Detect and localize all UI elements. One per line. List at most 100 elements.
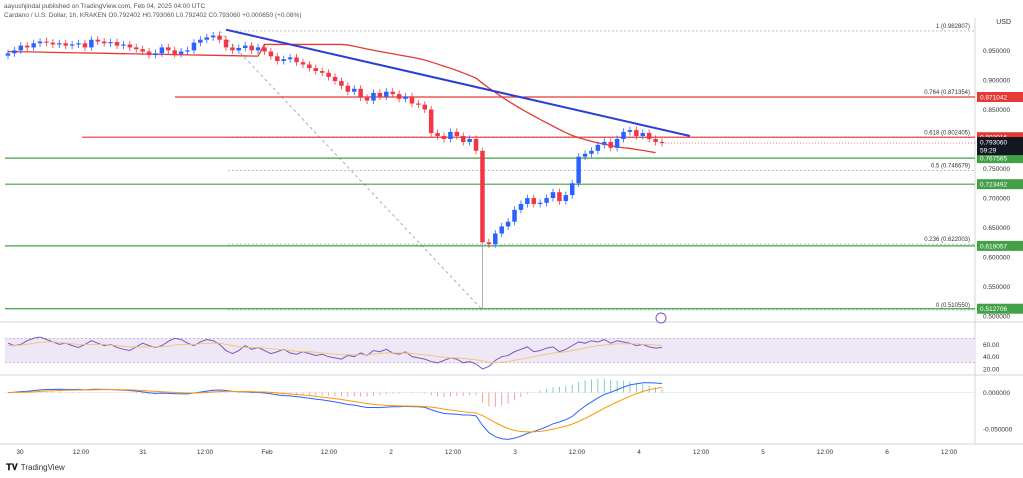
candle-body <box>544 198 549 203</box>
x-tick-label: 12:00 <box>941 449 958 456</box>
candle-body <box>416 103 421 105</box>
candle-body <box>499 226 504 234</box>
candle-body <box>480 150 485 243</box>
candle-body <box>537 202 543 204</box>
y-tick-label: 0.950000 <box>983 48 1010 55</box>
candle-body <box>358 88 363 98</box>
candle-body <box>95 39 101 42</box>
candle-body <box>69 44 75 46</box>
macd-tick-label: 0.000000 <box>983 390 1010 397</box>
rsi-band <box>5 338 975 363</box>
candle-body <box>185 50 190 52</box>
candle-body <box>467 138 472 142</box>
candle-body <box>448 131 453 139</box>
candle-body <box>505 221 511 227</box>
candle-body <box>608 141 613 148</box>
candle-body <box>89 39 94 48</box>
rsi-signal-line <box>8 341 663 364</box>
candle-body <box>300 62 306 65</box>
candle-body <box>313 68 319 72</box>
currency-label[interactable]: USD <box>996 19 1011 26</box>
candle-body <box>76 43 81 45</box>
x-tick-label: 6 <box>885 449 889 456</box>
x-tick-label: 12:00 <box>321 449 338 456</box>
candle-body <box>108 42 113 44</box>
tradingview-logo[interactable]: 𝐓𝐕 TradingView <box>6 462 65 473</box>
x-tick-label: 12:00 <box>817 449 834 456</box>
candle-body <box>550 192 556 199</box>
x-tick-label: 30 <box>16 449 24 456</box>
candle-body <box>12 50 17 54</box>
candle-body <box>659 141 665 144</box>
candle-body <box>57 43 62 45</box>
tv-mark-icon: 𝐓𝐕 <box>6 462 18 472</box>
y-tick-label: 0.650000 <box>983 225 1010 232</box>
candle-body <box>24 45 30 48</box>
candle-body <box>602 141 607 145</box>
candle-body <box>390 91 395 95</box>
candle-body <box>512 209 517 222</box>
candle-body <box>114 42 120 46</box>
publisher-line: aayushjindal published on TradingView.co… <box>4 3 206 10</box>
candle-body <box>332 76 338 82</box>
candle-body <box>384 91 389 97</box>
candle-body <box>153 53 158 56</box>
current-price-tag <box>977 137 1023 156</box>
candle-body <box>210 35 216 38</box>
candle-body <box>146 51 152 56</box>
rsi-tick-label: 60.00 <box>983 342 1000 349</box>
candle-body <box>396 94 402 99</box>
candle-body <box>204 37 210 40</box>
fib-level-label: 0.5 (0.746679) <box>931 163 970 169</box>
candle-body <box>63 43 68 46</box>
candle-body <box>339 81 344 86</box>
y-tick-label: 0.700000 <box>983 196 1010 203</box>
fib-level-label: 1 (0.982807) <box>936 24 970 30</box>
candle-body <box>159 47 165 54</box>
candle-body <box>634 130 639 137</box>
candle-body <box>589 150 594 154</box>
x-tick-label: 12:00 <box>73 449 90 456</box>
candle-body <box>236 47 242 51</box>
candle-body <box>627 130 633 132</box>
x-tick-label: 12:00 <box>569 449 586 456</box>
brand-label: TradingView <box>20 463 65 472</box>
candle-body <box>133 47 139 50</box>
candle-body <box>409 96 415 104</box>
candle-body <box>249 45 254 51</box>
candle-body <box>493 233 498 245</box>
price-tag-label: 0.723492 <box>980 182 1007 189</box>
x-tick-label: 3 <box>513 449 517 456</box>
symbol-line: Cardano / U.S. Dollar, 1h, KRAKEN O0.792… <box>4 12 301 19</box>
candle-body <box>37 41 43 44</box>
ohlc-values: O0.792402 H0.793060 L0.792402 C0.793060 … <box>108 12 302 19</box>
candle-body <box>127 44 133 48</box>
candle-body <box>275 56 280 61</box>
candle-body <box>140 49 145 52</box>
x-tick-label: Feb <box>261 449 273 456</box>
fib-trend-line <box>219 30 483 311</box>
symbol-name[interactable]: Cardano / U.S. Dollar, 1h, KRAKEN <box>4 12 107 19</box>
candle-body <box>640 133 646 137</box>
rsi-tick-label: 40.00 <box>983 354 1000 361</box>
lightning-icon <box>655 312 667 324</box>
fib-level-label: 0.764 (0.871354) <box>924 90 970 96</box>
y-tick-label: 0.750000 <box>983 166 1010 173</box>
candle-body <box>621 131 626 139</box>
candle-body <box>178 51 184 54</box>
candle-body <box>166 47 171 51</box>
macd-signal-line <box>7 386 663 433</box>
candle-body <box>646 133 652 139</box>
macd-tick-label: -0.050000 <box>983 427 1013 434</box>
price-tag-label: 0.619057 <box>980 243 1007 250</box>
candle-body <box>242 45 248 48</box>
current-price-label: 0.793060 <box>980 140 1007 147</box>
candle-body <box>531 198 537 204</box>
countdown-label: 59:29 <box>980 148 997 155</box>
candle-body <box>460 136 466 142</box>
x-tick-label: 2 <box>389 449 393 456</box>
candle-body <box>268 51 274 57</box>
x-tick-label: 12:00 <box>197 449 214 456</box>
candle-body <box>441 136 447 139</box>
